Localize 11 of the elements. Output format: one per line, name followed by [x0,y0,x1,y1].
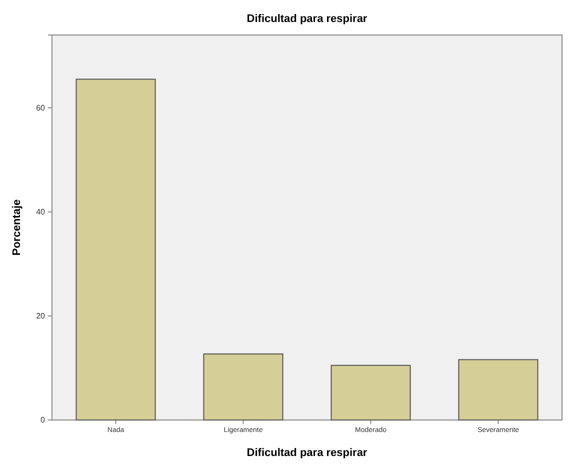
y-axis-title: Porcentaje [11,199,23,256]
bar [203,353,284,420]
y-tick-label: 0 [40,416,46,425]
y-tick-label: 20 [36,312,46,321]
x-axis-title: Dificultad para respirar [246,447,368,459]
bar [458,359,538,420]
y-tick-label: 60 [36,103,46,112]
bar [330,364,411,420]
y-tick-label: 40 [36,207,46,216]
chart-title: Dificultad para respirar [246,13,368,25]
bar [76,78,156,420]
